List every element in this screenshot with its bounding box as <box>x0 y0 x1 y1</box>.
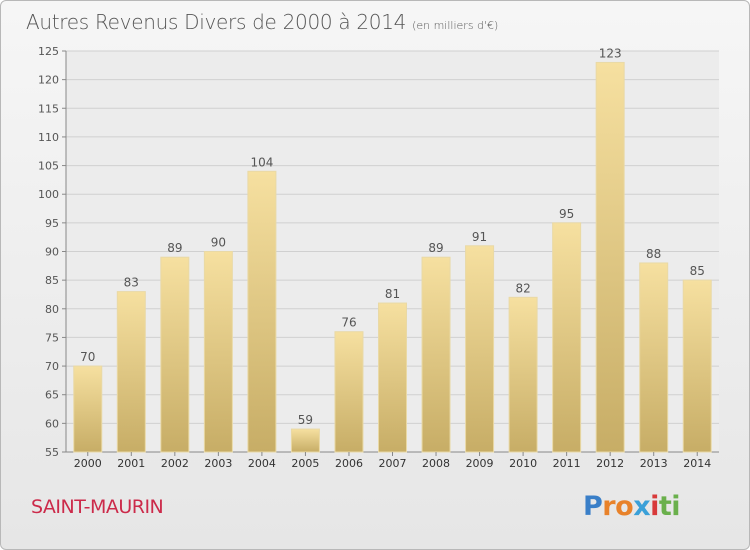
x-tick-label: 2002 <box>161 457 189 470</box>
data-label: 83 <box>124 276 139 290</box>
y-tick-label: 85 <box>45 274 59 287</box>
y-tick-label: 115 <box>38 102 59 115</box>
logo-letter: o <box>615 491 634 522</box>
logo-letter: i <box>671 491 681 522</box>
x-tick-label: 2013 <box>640 457 668 470</box>
x-tick-label: 2000 <box>74 457 102 470</box>
bar <box>595 61 625 453</box>
data-label: 81 <box>385 287 400 301</box>
chart-title-text: Autres Revenus Divers de 2000 à 2014 <box>26 10 407 34</box>
y-tick-label: 105 <box>38 160 59 173</box>
x-tick-label: 2005 <box>291 457 319 470</box>
data-label: 85 <box>690 264 705 278</box>
x-tick-label: 2001 <box>117 457 145 470</box>
bar <box>508 296 538 453</box>
logo-letter: x <box>633 491 651 522</box>
logo-letter: i <box>650 491 659 522</box>
x-tick-label: 2008 <box>422 457 450 470</box>
data-label: 89 <box>167 241 182 255</box>
bar <box>421 256 451 453</box>
data-label: 59 <box>298 413 313 427</box>
bar <box>116 291 146 453</box>
y-tick-label: 55 <box>45 446 59 459</box>
bar <box>334 331 364 453</box>
x-tick-label: 2011 <box>553 457 581 470</box>
bar <box>73 365 103 453</box>
proxiti-logo: Proxiti <box>583 491 681 522</box>
data-label: 104 <box>250 155 273 169</box>
y-tick-label: 70 <box>45 360 59 373</box>
data-label: 90 <box>211 236 226 250</box>
bar <box>552 222 582 453</box>
y-tick-label: 90 <box>45 246 59 259</box>
x-tick-label: 2007 <box>379 457 407 470</box>
commune-name: SAINT-MAURIN <box>31 496 164 518</box>
chart-title: Autres Revenus Divers de 2000 à 2014 (en … <box>26 10 498 34</box>
chart-unit: (en milliers d'€) <box>412 19 499 32</box>
y-tick-label: 120 <box>38 74 59 87</box>
data-label: 70 <box>80 350 95 364</box>
x-tick-label: 2014 <box>683 457 711 470</box>
logo-letter: t <box>658 491 672 522</box>
x-tick-label: 2012 <box>596 457 624 470</box>
bar <box>378 302 407 453</box>
y-tick-label: 65 <box>45 389 59 402</box>
y-tick-label: 80 <box>45 303 59 316</box>
y-tick-label: 110 <box>38 131 59 144</box>
x-tick-label: 2004 <box>248 457 276 470</box>
bar <box>465 245 495 453</box>
data-label: 123 <box>599 46 622 60</box>
bar <box>639 262 669 453</box>
y-tick-label: 60 <box>45 417 59 430</box>
data-label: 82 <box>515 281 530 295</box>
data-label: 89 <box>428 241 443 255</box>
bar <box>160 256 190 453</box>
logo-letter: P <box>583 491 603 522</box>
y-tick-label: 95 <box>45 217 59 230</box>
x-tick-label: 2009 <box>466 457 494 470</box>
bar <box>682 279 712 453</box>
bar <box>247 170 277 453</box>
bar <box>203 251 233 453</box>
data-label: 91 <box>472 230 487 244</box>
data-label: 76 <box>341 316 356 330</box>
x-tick-label: 2003 <box>204 457 232 470</box>
y-tick-label: 100 <box>38 188 59 201</box>
x-tick-label: 2010 <box>509 457 537 470</box>
y-tick-label: 125 <box>38 45 59 58</box>
x-tick-label: 2006 <box>335 457 363 470</box>
logo-letter: r <box>602 491 616 522</box>
data-label: 95 <box>559 207 574 221</box>
bar <box>290 428 320 453</box>
y-tick-label: 75 <box>45 331 59 344</box>
data-label: 88 <box>646 247 661 261</box>
